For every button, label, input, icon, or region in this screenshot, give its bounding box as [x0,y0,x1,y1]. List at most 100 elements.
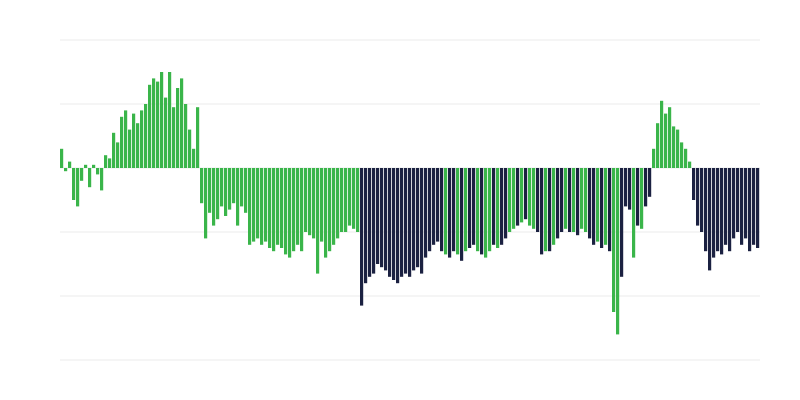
bar [440,168,444,252]
bar [280,168,284,248]
bar [640,168,644,229]
bar [244,168,248,213]
bar [268,168,272,248]
bar [520,168,524,223]
bar [376,168,380,264]
bar [752,168,756,245]
bar [416,168,420,268]
bar [312,168,316,239]
bar [160,72,164,168]
bar [164,97,168,168]
bar [512,168,516,229]
bar [556,168,560,239]
bar [664,113,668,168]
bar [180,78,184,168]
bar [316,168,320,274]
bar [136,123,140,168]
bar [624,168,628,207]
bar [328,168,332,252]
bar [388,168,392,277]
bar [516,168,520,226]
bar [340,168,344,232]
bar [124,110,128,168]
bar [508,168,512,232]
bar [308,168,312,236]
bar [564,168,568,229]
bar [380,168,384,268]
bar [168,72,172,168]
bar [216,168,220,220]
bar [344,168,348,232]
bar [596,168,600,242]
bar [152,78,156,168]
bar [272,168,276,252]
bar [636,168,640,226]
bar [456,168,460,255]
bar [372,168,376,274]
bar [240,168,244,207]
bar [108,158,112,168]
bar [684,148,688,168]
bar [72,168,76,200]
bar [460,168,464,261]
bar [444,168,448,255]
bar [196,107,200,168]
bar [608,168,612,252]
bar [232,168,236,204]
bar [612,168,616,312]
bar [692,168,696,200]
bar [68,161,72,168]
bars [60,72,760,335]
bar [332,168,336,245]
bar [412,168,416,271]
bar [236,168,240,226]
bar [424,168,428,258]
bar [396,168,400,284]
bar [492,168,496,245]
bar [400,168,404,277]
bar [100,168,104,191]
bar [540,168,544,255]
bar [736,168,740,232]
bar [708,168,712,271]
bar [740,168,744,245]
bar [500,168,504,245]
bar [188,129,192,168]
bar [228,168,232,210]
bar [428,168,432,252]
bar [588,168,592,239]
bar [504,168,508,239]
bar [552,168,556,245]
bar [364,168,368,284]
bar [568,168,572,232]
bar [408,168,412,277]
bar [724,168,728,245]
bar [252,168,256,242]
bar [120,116,124,168]
bar [264,168,268,242]
bar [148,84,152,168]
bar [140,110,144,168]
bar [592,168,596,245]
bar [368,168,372,277]
bar [60,148,64,168]
bar [488,168,492,252]
bar [604,168,608,245]
bar [212,168,216,226]
bar [156,81,160,168]
bar [208,168,212,213]
bar [288,168,292,258]
bar [184,104,188,168]
bar [204,168,208,239]
bar [756,168,760,248]
bar [432,168,436,245]
bar [260,168,264,245]
bar [300,168,304,252]
bar [320,168,324,242]
bar [548,168,552,252]
bar [284,168,288,255]
bar [336,168,340,239]
bar [560,168,564,232]
bar [448,168,452,258]
